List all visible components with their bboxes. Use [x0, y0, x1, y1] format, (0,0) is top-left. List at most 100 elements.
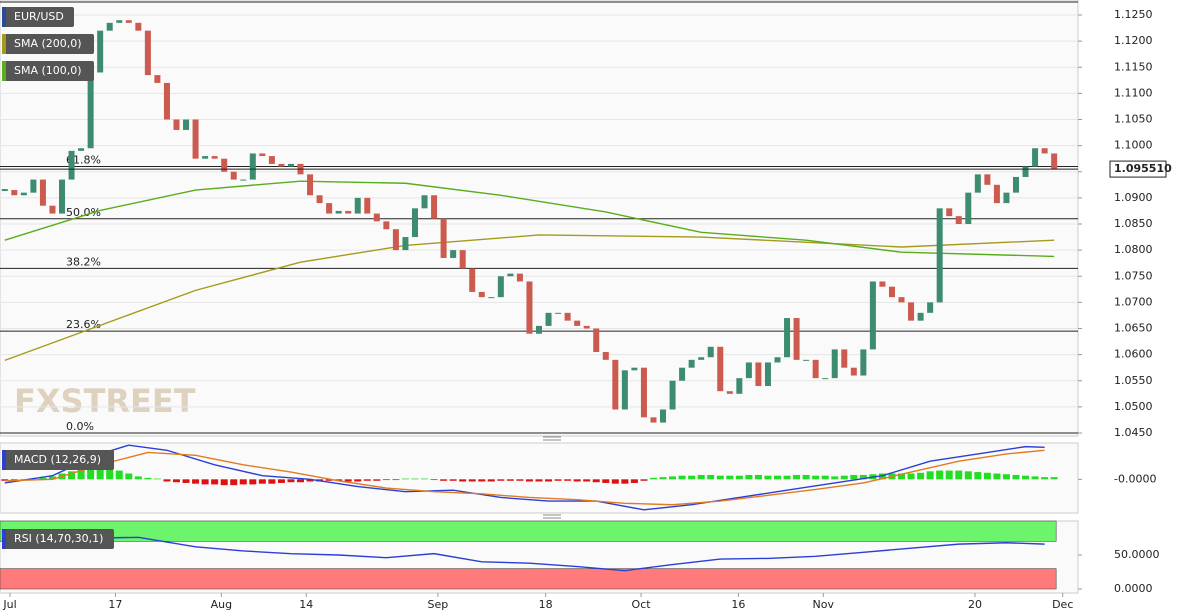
histogram-bar: [478, 479, 486, 482]
candle: [221, 158, 228, 172]
candle: [850, 367, 857, 376]
candle: [555, 312, 562, 314]
histogram-bar: [68, 471, 76, 480]
histogram-bar: [96, 467, 104, 480]
candle: [163, 82, 170, 120]
candle: [612, 359, 619, 410]
histogram-bar: [936, 470, 944, 480]
candle: [1041, 148, 1048, 154]
last-price-box: [1109, 160, 1167, 178]
histogram-bar: [277, 479, 285, 483]
candle: [450, 250, 457, 258]
candle: [698, 357, 705, 360]
histogram-bar: [211, 479, 219, 485]
candle: [488, 297, 495, 299]
candle: [497, 276, 504, 298]
histogram-bar: [945, 470, 953, 480]
legend-box: [2, 529, 114, 549]
histogram-bar: [249, 479, 257, 485]
legend-box: [2, 34, 94, 54]
histogram-bar: [373, 479, 381, 481]
candle: [259, 153, 266, 157]
y-tick-label: 1.0600: [1114, 348, 1153, 361]
candle: [154, 75, 161, 83]
y-tick-label: 1.0800: [1114, 243, 1153, 256]
histogram-bar: [163, 479, 171, 482]
candle: [764, 362, 771, 386]
histogram-bar: [545, 479, 553, 482]
candle: [392, 229, 399, 251]
x-tick-label: Dec: [1052, 598, 1073, 611]
histogram-bar: [239, 479, 247, 485]
histogram-bar: [840, 475, 848, 480]
histogram-bar: [382, 479, 390, 481]
histogram-bar: [77, 469, 85, 480]
candle: [11, 190, 18, 196]
candle: [745, 362, 752, 379]
legend-label: EUR/USD: [14, 10, 64, 23]
macd-line: [4, 449, 1045, 506]
candle: [784, 318, 791, 358]
histogram-bar: [821, 475, 829, 480]
histogram-bar: [773, 475, 781, 480]
candle: [650, 417, 657, 423]
candle: [621, 370, 628, 410]
histogram-bar: [1041, 477, 1049, 480]
candle: [660, 409, 667, 423]
histogram-bar: [697, 474, 705, 480]
histogram-bar: [554, 479, 562, 481]
candle: [679, 367, 686, 381]
histogram-bar: [182, 479, 190, 483]
y-tick-label: 1.1100: [1114, 86, 1153, 99]
resize-handle[interactable]: [543, 436, 561, 519]
histogram-bar: [430, 479, 438, 481]
candle: [469, 268, 476, 292]
histogram-bar: [325, 479, 333, 481]
histogram-bar: [535, 479, 543, 482]
candle: [230, 171, 237, 180]
histogram-bar: [421, 478, 429, 480]
histogram-bar: [354, 479, 362, 482]
histogram-bar: [134, 476, 142, 480]
histogram-bar: [230, 479, 238, 486]
candle: [192, 119, 199, 159]
candle: [774, 357, 781, 363]
candle: [583, 325, 590, 329]
candle: [507, 273, 514, 277]
histogram-bar: [812, 475, 820, 480]
histogram-bar: [564, 479, 572, 481]
histogram-bar: [172, 479, 180, 483]
candle: [993, 184, 1000, 204]
legend-swatch: [2, 61, 6, 81]
fib-label: 50.0%: [66, 206, 101, 219]
candle: [812, 359, 819, 379]
histogram-bar: [1012, 474, 1020, 480]
legend-label: RSI (14,70,30,1): [14, 532, 103, 545]
candle: [59, 179, 66, 214]
histogram-bar: [850, 474, 858, 480]
candle: [955, 216, 962, 224]
candle: [373, 213, 380, 222]
histogram-bar: [440, 479, 448, 481]
histogram-bar: [583, 479, 591, 482]
candle: [411, 208, 418, 238]
histogram-bar: [707, 474, 715, 480]
candle: [106, 22, 113, 31]
legend-box: [2, 450, 114, 470]
candle: [831, 349, 838, 379]
price-panel: [0, 0, 1079, 437]
histogram-bar: [802, 474, 810, 480]
x-tick-label: Aug: [211, 598, 232, 611]
x-tick-label: 17: [108, 598, 122, 611]
x-tick-label: 20: [968, 598, 982, 611]
candle: [688, 359, 695, 368]
candle: [869, 281, 876, 350]
histogram-bar: [268, 479, 276, 484]
histogram-bar: [335, 479, 343, 481]
sma-line: [4, 180, 1055, 258]
candle: [888, 286, 895, 298]
candle: [860, 349, 867, 376]
candle: [39, 179, 46, 206]
rsi-band: [0, 520, 1057, 542]
candle: [793, 318, 800, 360]
